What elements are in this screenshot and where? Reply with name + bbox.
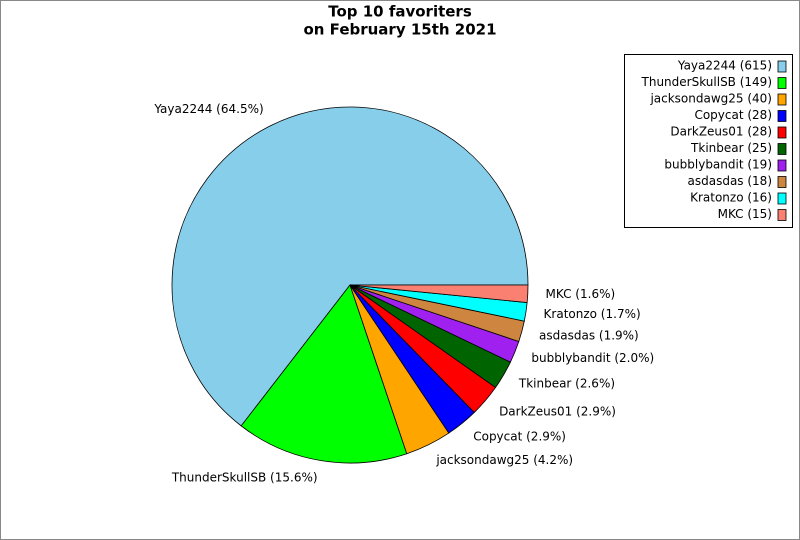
legend-label: bubblybandit (19) — [664, 158, 772, 172]
legend-swatch — [777, 159, 787, 172]
legend-swatch — [777, 143, 787, 155]
slice-label: Tkinbear (2.6%) — [518, 377, 615, 391]
legend-label: asdasdas (18) — [688, 174, 773, 188]
slice-label: jacksondawg25 (4.2%) — [435, 453, 573, 467]
slice-label: Yaya2244 (64.5%) — [153, 102, 263, 116]
legend-swatch — [777, 93, 787, 106]
slice-label: DarkZeus01 (2.9%) — [499, 404, 616, 418]
legend-swatch — [777, 126, 787, 139]
chart-title: Top 10 favoriters — [328, 3, 472, 21]
legend-swatch — [777, 209, 787, 221]
legend-label: Tkinbear (25) — [690, 141, 772, 155]
legend-swatch — [777, 110, 787, 122]
pie-slice — [240, 284, 408, 464]
legend-label: Copycat (28) — [694, 108, 772, 122]
pie-slice — [171, 106, 529, 427]
legend-label: jacksondawg25 (40) — [649, 92, 772, 106]
chart-title: on February 15th 2021 — [303, 21, 496, 39]
slice-label: asdasdas (1.9%) — [539, 329, 639, 343]
legend-swatch — [777, 192, 787, 205]
legend-label: Yaya2244 (615) — [677, 59, 772, 73]
legend-swatch — [777, 77, 787, 89]
slice-label: bubblybandit (2.0%) — [531, 351, 654, 365]
legend-box — [624, 54, 793, 228]
legend-label: MKC (15) — [718, 207, 772, 221]
legend-label: ThunderSkullSB (149) — [641, 75, 772, 89]
legend-swatch — [777, 176, 787, 188]
legend-label: DarkZeus01 (28) — [670, 125, 772, 139]
legend-swatch — [777, 60, 787, 73]
slice-label: Copycat (2.9%) — [473, 430, 566, 444]
legend-label: Kratonzo (16) — [690, 191, 772, 205]
slice-label: Kratonzo (1.7%) — [544, 307, 641, 321]
slice-label: ThunderSkullSB (15.6%) — [171, 471, 318, 485]
slice-label: MKC (1.6%) — [546, 287, 616, 301]
pie-slice — [349, 284, 529, 304]
